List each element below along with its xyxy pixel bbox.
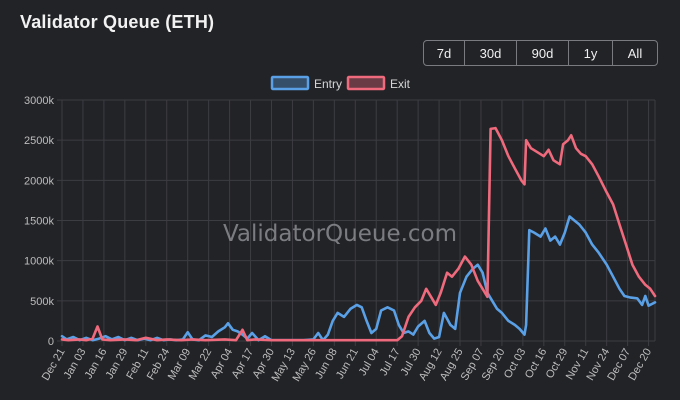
- legend: Entry Exit: [270, 75, 411, 91]
- range-button-30d[interactable]: 30d: [465, 41, 517, 65]
- y-tick-label: 2500k: [24, 135, 54, 147]
- y-tick-label: 2000k: [24, 175, 54, 187]
- page-title: Validator Queue (ETH): [20, 12, 215, 32]
- series: [60, 126, 657, 342]
- y-tick-label: 1500k: [24, 216, 54, 228]
- legend-swatch-exit: [346, 75, 386, 91]
- range-button-all[interactable]: All: [627, 45, 643, 61]
- legend-label-exit[interactable]: Exit: [390, 77, 411, 91]
- y-tick-label: 3000k: [24, 95, 54, 107]
- legend-swatch-entry: [270, 75, 310, 91]
- series-line-exit: [60, 126, 657, 342]
- grid: [57, 99, 656, 346]
- range-button-1y[interactable]: 1y: [569, 41, 613, 65]
- time-range-selector: 7d 30d 90d 1y All: [423, 40, 658, 66]
- y-tick-label: 1000k: [24, 256, 54, 268]
- y-tick-label: 500k: [30, 296, 54, 308]
- watermark-text: ValidatorQueue.com: [223, 221, 457, 247]
- y-tick-label: 0: [48, 336, 54, 348]
- range-button-7d[interactable]: 7d: [424, 41, 465, 65]
- legend-label-entry[interactable]: Entry: [314, 77, 342, 91]
- range-button-90d[interactable]: 90d: [517, 41, 569, 65]
